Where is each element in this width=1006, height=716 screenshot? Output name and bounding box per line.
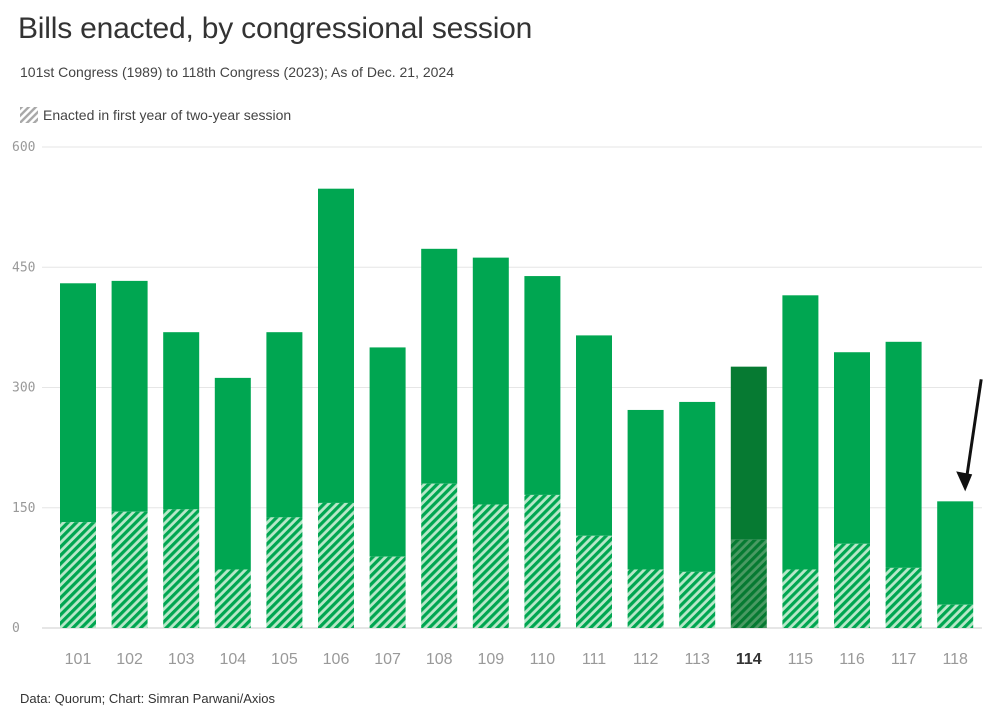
x-tick-label: 111 [582, 651, 606, 668]
bar-115-first-year [782, 569, 819, 628]
x-tick-label: 106 [323, 651, 350, 668]
bar-117-first-year [885, 567, 922, 628]
bar-107-second-year [369, 347, 406, 557]
x-tick-label: 110 [530, 651, 556, 668]
legend-label: Enacted in first year of two-year sessio… [43, 107, 292, 123]
arrow-icon-shaft [965, 379, 983, 478]
bar-116-second-year [834, 352, 870, 544]
bar-118-first-year [937, 604, 974, 628]
bar-101-first-year [60, 522, 96, 628]
x-axis: 101 102 103 104 105 106 107 108 109 110 111 112 113 1… [65, 651, 968, 668]
y-tick-label: 450 [12, 260, 35, 275]
bar-108-first-year [421, 483, 458, 628]
bar-102-first-year [111, 511, 148, 628]
y-tick-label: 300 [12, 381, 35, 396]
y-tick-label: 0 [12, 621, 20, 636]
bar-115-second-year [782, 295, 819, 570]
bar-106-second-year [318, 188, 354, 503]
bar-108-second-year [421, 248, 458, 484]
bar-105-second-year [266, 332, 303, 518]
x-tick-label: 104 [219, 651, 246, 668]
x-tick-label: 103 [168, 651, 195, 668]
x-tick-label: 118 [942, 651, 968, 668]
y-tick-label: 150 [12, 501, 35, 516]
bar-105-first-year [266, 517, 303, 628]
bar-layer [60, 188, 974, 628]
bar-117-second-year [885, 341, 922, 568]
x-tick-label: 113 [684, 651, 710, 668]
x-tick-label: 116 [839, 651, 865, 668]
chart-title: Bills enacted, by congressional session [18, 12, 533, 45]
bar-103-first-year [163, 509, 200, 628]
bar-101-second-year [60, 283, 96, 523]
bar-118-second-year [937, 501, 974, 605]
bar-109-second-year [472, 257, 509, 505]
bar-116-first-year [834, 543, 870, 628]
bar-107-first-year [369, 556, 406, 628]
bar-113-second-year [679, 401, 716, 572]
bar-104-second-year [214, 377, 251, 570]
bar-111-second-year [576, 335, 612, 536]
bar-106-first-year [318, 502, 354, 628]
bar-114-second-year [730, 366, 767, 540]
x-tick-label: 108 [426, 651, 453, 668]
bar-103-second-year [163, 332, 200, 510]
source-note: Data: Quorum; Chart: Simran Parwani/Axio… [20, 691, 276, 706]
arrow-icon-head [956, 471, 973, 492]
x-tick-label: 115 [788, 651, 814, 668]
x-tick-label: 109 [477, 651, 504, 668]
x-tick-label: 102 [116, 651, 143, 668]
y-tick-label: 600 [12, 140, 35, 155]
bar-109-first-year [472, 504, 509, 628]
x-tick-label: 112 [633, 651, 659, 668]
x-tick-label: 105 [271, 651, 298, 668]
bar-112-second-year [627, 409, 664, 570]
x-tick-label: 117 [891, 651, 917, 668]
bar-104-first-year [214, 569, 251, 628]
bar-111-first-year [576, 535, 612, 628]
bar-110-first-year [524, 494, 561, 628]
legend-hatch-swatch [20, 107, 38, 123]
legend: Enacted in first year of two-year sessio… [20, 107, 291, 123]
x-tick-label: 101 [65, 651, 92, 668]
chart-subtitle: 101st Congress (1989) to 118th Congress … [20, 64, 454, 80]
bar-110-second-year [524, 276, 561, 495]
annotation-layer [956, 379, 983, 492]
x-tick-label: 107 [374, 651, 401, 668]
bar-113-first-year [679, 571, 716, 628]
bar-114-first-year [730, 539, 767, 628]
x-tick-label: 114 [736, 651, 762, 668]
bar-102-second-year [111, 280, 148, 512]
bar-112-first-year [627, 569, 664, 628]
